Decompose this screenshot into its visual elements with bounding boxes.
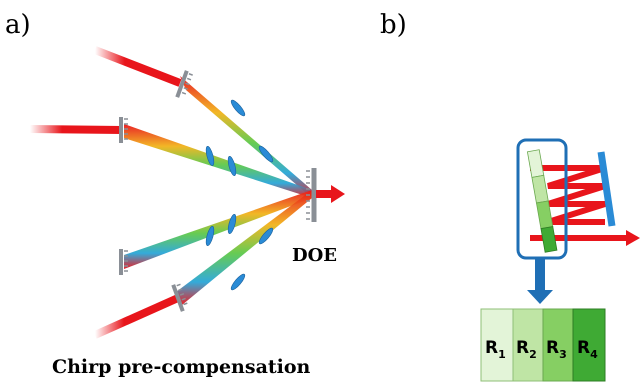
reflector-cells: R1 R2 R3 R4: [480, 308, 606, 382]
exit-arrowhead: [626, 230, 640, 246]
svg-text:R3: R3: [546, 338, 567, 361]
output-arrowhead: [331, 185, 345, 203]
lens-1: [230, 99, 246, 117]
svg-text:R4: R4: [577, 338, 598, 361]
incoming-beams: [29, 46, 320, 339]
svg-text:R1: R1: [485, 338, 506, 361]
doe-grating: [306, 168, 317, 222]
lens-7: [258, 227, 274, 245]
panel-a-label: a): [5, 10, 31, 40]
lenses: [205, 99, 274, 291]
zigzag-beam: [530, 165, 606, 225]
lens-5: [227, 214, 237, 234]
incoming-beam-1: [93, 46, 182, 87]
lens-8: [230, 273, 246, 291]
lens-2: [258, 145, 274, 163]
grating-4: [171, 283, 188, 312]
mirror: [597, 151, 616, 227]
gratings: [119, 70, 317, 312]
multipass-beams: [410, 164, 640, 246]
spectral-fan-3: [124, 190, 312, 269]
spectral-fans: [124, 76, 312, 305]
doe-label: DOE: [292, 245, 337, 266]
spectral-fan-2: [124, 124, 312, 198]
reflector-cell-2: R2: [512, 308, 544, 382]
incoming-beam-2: [29, 125, 123, 134]
panel-b-label: b): [380, 10, 407, 40]
svg-text:R2: R2: [516, 338, 537, 361]
lens-6: [205, 226, 215, 246]
reflector-cell-4: R4: [572, 308, 606, 382]
reflector-cell-1: R1: [480, 308, 514, 382]
spectral-fan-4: [176, 190, 312, 305]
lens-4: [227, 156, 237, 176]
spectral-fan-1: [180, 76, 312, 198]
grating-3: [119, 249, 128, 275]
doe-output-beam: [316, 185, 345, 203]
incoming-beam-5: [93, 294, 180, 339]
grating-1: [175, 70, 193, 98]
crystal-strip: [526, 149, 558, 253]
reflector-cell-3: R3: [542, 308, 574, 382]
lens-3: [205, 146, 215, 166]
grating-2: [119, 117, 128, 143]
zoom-arrow: [527, 258, 553, 304]
panel-a-caption: Chirp pre-compensation: [52, 356, 311, 378]
